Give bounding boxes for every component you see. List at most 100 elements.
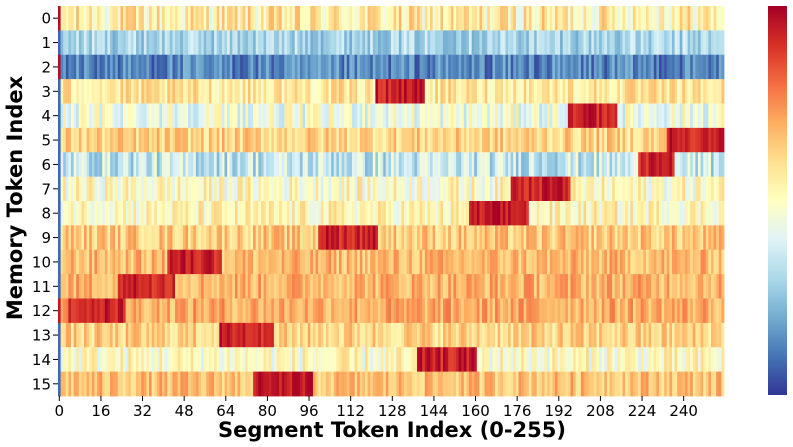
heatmap-cell <box>614 322 618 348</box>
heatmap-cell <box>484 152 488 178</box>
heatmap-cell <box>120 322 124 348</box>
heatmap-cell <box>154 54 158 80</box>
heatmap-cell <box>141 103 145 129</box>
heatmap-cell <box>162 298 166 324</box>
heatmap-cell <box>645 298 649 324</box>
heatmap-cell <box>606 127 610 153</box>
heatmap-cell <box>333 347 337 373</box>
heatmap-cell <box>320 249 324 275</box>
heatmap-cell <box>164 176 168 202</box>
heatmap-cell <box>687 127 691 153</box>
heatmap-cell <box>528 79 532 104</box>
heatmap-cell <box>521 322 525 348</box>
heatmap-cell <box>692 225 696 251</box>
heatmap-cell <box>182 322 186 348</box>
heatmap-cell <box>484 274 488 299</box>
heatmap-cell <box>94 371 98 397</box>
heatmap-cell <box>128 6 132 31</box>
heatmap-cell <box>515 225 519 251</box>
heatmap-cell <box>417 152 421 178</box>
heatmap-cell <box>635 152 639 178</box>
heatmap-cell <box>357 127 361 153</box>
heatmap-cell <box>297 274 301 299</box>
heatmap-cell <box>687 103 691 129</box>
heatmap-cell <box>104 79 108 104</box>
heatmap-cell <box>435 103 439 129</box>
heatmap-cell <box>497 103 501 129</box>
heatmap-cell <box>201 103 205 129</box>
heatmap-cell <box>489 152 493 178</box>
heatmap-cell <box>377 6 381 31</box>
heatmap-cell <box>705 322 709 348</box>
heatmap-cell <box>648 54 652 80</box>
heatmap-cell <box>102 79 106 104</box>
heatmap-cell <box>435 371 439 397</box>
heatmap-cell <box>424 298 428 324</box>
heatmap-cell <box>94 249 98 275</box>
heatmap-cell <box>227 225 231 251</box>
heatmap-cell <box>169 347 173 373</box>
heatmap-cell <box>273 249 277 275</box>
heatmap-cell <box>380 103 384 129</box>
heatmap-cell <box>549 79 553 104</box>
heatmap-cell <box>435 54 439 80</box>
heatmap-cell <box>695 127 699 153</box>
heatmap-cell <box>338 127 342 153</box>
heatmap-cell <box>333 274 337 299</box>
heatmap-cell <box>227 249 231 275</box>
heatmap-cell <box>661 201 665 226</box>
heatmap-cell <box>674 347 678 373</box>
heatmap-cell <box>588 6 592 31</box>
heatmap-cell <box>177 322 181 348</box>
heatmap-cell <box>65 127 69 153</box>
heatmap-cell <box>417 6 421 31</box>
heatmap-cell <box>336 298 340 324</box>
heatmap-cell <box>104 201 108 226</box>
heatmap-cell <box>458 201 462 226</box>
heatmap-cell <box>349 54 353 80</box>
heatmap-cell <box>450 54 454 80</box>
heatmap-cell <box>190 54 194 80</box>
heatmap-cell <box>601 6 605 31</box>
heatmap-cell <box>669 371 673 397</box>
heatmap-cell <box>128 152 132 178</box>
heatmap-cell <box>445 176 449 202</box>
heatmap-cell <box>625 322 629 348</box>
heatmap-cell <box>297 152 301 178</box>
heatmap-cell <box>593 103 597 129</box>
heatmap-cell <box>669 347 673 373</box>
heatmap-cell <box>697 371 701 397</box>
heatmap-cell <box>286 6 290 31</box>
heatmap-cell <box>289 249 293 275</box>
heatmap-cell <box>180 54 184 80</box>
heatmap-cell <box>640 201 644 226</box>
heatmap-cell <box>669 79 673 104</box>
heatmap-cell <box>531 6 535 31</box>
heatmap-cell <box>351 322 355 348</box>
heatmap-cell <box>341 127 345 153</box>
heatmap-cell <box>440 152 444 178</box>
heatmap-cell <box>232 371 236 397</box>
heatmap-cell <box>357 201 361 226</box>
heatmap-cell <box>497 347 501 373</box>
heatmap-cell <box>112 6 116 31</box>
heatmap-cell <box>370 30 374 56</box>
heatmap-cell <box>716 54 720 80</box>
heatmap-cell <box>515 347 519 373</box>
heatmap-cell <box>409 298 413 324</box>
heatmap-cell <box>695 54 699 80</box>
heatmap-cell <box>78 298 82 324</box>
heatmap-cell <box>221 176 225 202</box>
heatmap-cell <box>599 127 603 153</box>
heatmap-cell <box>177 54 181 80</box>
heatmap-cell <box>219 6 223 31</box>
heatmap-cell <box>606 79 610 104</box>
heatmap-cell <box>68 127 72 153</box>
heatmap-cell <box>508 6 512 31</box>
heatmap-cell <box>497 298 501 324</box>
heatmap-cell <box>627 54 631 80</box>
heatmap-cell <box>333 54 337 80</box>
heatmap-cell <box>224 30 228 56</box>
heatmap-cell <box>643 152 647 178</box>
heatmap-cell <box>510 225 514 251</box>
